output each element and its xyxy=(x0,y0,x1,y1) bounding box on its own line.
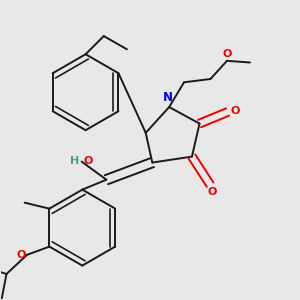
Text: N: N xyxy=(163,92,172,104)
Text: O: O xyxy=(230,106,240,116)
Text: O: O xyxy=(222,49,232,58)
Text: O: O xyxy=(16,250,26,260)
Text: O: O xyxy=(84,156,93,166)
Text: O: O xyxy=(207,187,216,197)
Text: H: H xyxy=(70,156,80,166)
